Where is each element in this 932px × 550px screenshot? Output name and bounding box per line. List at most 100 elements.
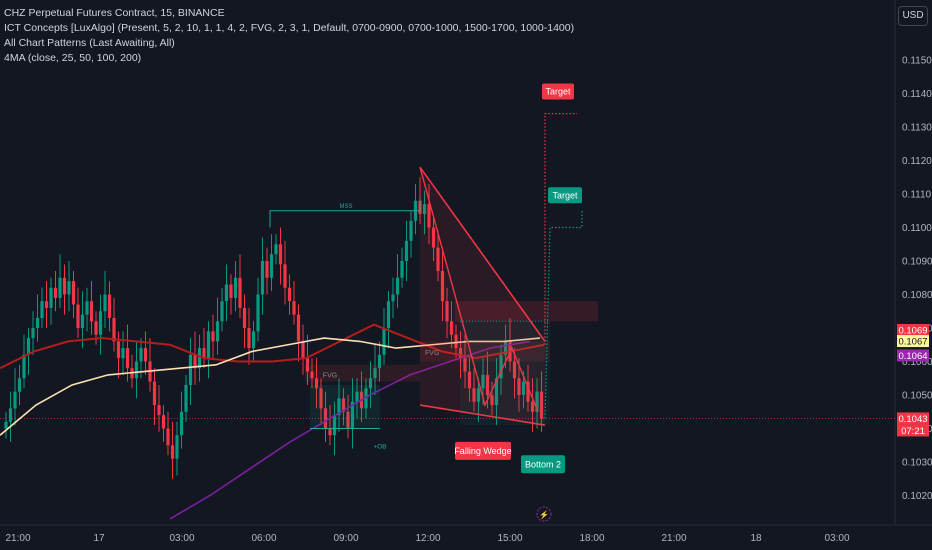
candle-body: [310, 371, 314, 379]
candle-body: [287, 287, 292, 302]
candle: [31, 311, 35, 355]
candle-body: [368, 378, 373, 389]
price-label-bg: [897, 412, 929, 425]
price-label: 0.1069: [897, 324, 929, 337]
candle-body: [229, 284, 233, 298]
candle-body: [98, 311, 103, 335]
candle-body: [220, 301, 224, 322]
candle: [260, 237, 265, 315]
candle-body: [71, 281, 76, 305]
candle: [391, 277, 395, 318]
candle: [103, 271, 107, 328]
target-teal-label: Target: [548, 187, 582, 204]
candle: [269, 234, 274, 292]
candle: [431, 217, 436, 261]
candle-body: [13, 391, 17, 409]
candle-body: [323, 408, 328, 429]
candle-body: [332, 415, 337, 436]
candle: [143, 331, 148, 375]
y-tick-label: 0.1030: [902, 458, 932, 469]
indicator-chart-patterns[interactable]: All Chart Patterns (Last Awaiting, All): [4, 37, 175, 49]
candle: [413, 183, 418, 235]
candle: [188, 338, 193, 406]
candle: [386, 291, 391, 349]
candle: [422, 190, 427, 235]
candle: [427, 183, 431, 245]
price-label-text: 0.1043: [898, 414, 927, 425]
candle: [242, 294, 247, 349]
candle: [157, 384, 161, 432]
candle-body: [112, 317, 116, 342]
candle-body: [355, 391, 359, 402]
candle: [152, 368, 157, 426]
currency-button[interactable]: USD: [898, 6, 928, 26]
candle-body: [40, 301, 44, 318]
candle: [292, 281, 296, 325]
candle-body: [188, 354, 193, 385]
ma-100-line: [169, 340, 531, 520]
candle-body: [4, 421, 8, 429]
candle-body: [116, 341, 121, 359]
candle: [377, 341, 382, 382]
ob-box: [310, 384, 380, 429]
symbol-title[interactable]: CHZ Perpetual Futures Contract, 15, BINA…: [4, 7, 225, 19]
candle-body: [301, 341, 305, 359]
candle-body: [386, 301, 391, 328]
candle-body: [193, 354, 197, 369]
candle: [26, 328, 31, 375]
x-tick-label: 15:00: [497, 533, 522, 544]
candle: [274, 234, 278, 265]
x-tick-label: 21:00: [5, 533, 30, 544]
candle-body: [440, 271, 445, 302]
candle-body: [62, 277, 67, 295]
ma-50-line: [0, 337, 541, 436]
candle-body: [224, 284, 229, 302]
candle-body: [206, 331, 211, 359]
candle-body: [107, 294, 112, 318]
candle-body: [139, 348, 143, 362]
indicator-4ma[interactable]: 4MA (close, 25, 50, 100, 200): [4, 52, 142, 64]
candle: [112, 297, 116, 352]
candle: [454, 324, 458, 359]
candle: [449, 301, 454, 349]
candle: [202, 328, 206, 369]
target-teal-label-bg: [548, 187, 582, 204]
candle-body: [202, 348, 206, 359]
price-label: 0.1043: [897, 412, 929, 425]
candle-body: [197, 348, 202, 369]
candle-body: [256, 294, 260, 332]
candle-body: [211, 331, 215, 342]
candle-body: [346, 411, 350, 429]
candle-body: [472, 388, 476, 402]
mss-label: MSS: [339, 204, 352, 210]
candle: [224, 264, 229, 322]
target-red-path: [544, 112, 577, 345]
candle-body: [8, 408, 13, 422]
candle: [323, 391, 328, 442]
candle: [125, 324, 130, 382]
falling-wedge-label-text: Falling Wedge: [454, 446, 511, 456]
price-label-text: 07:21: [901, 426, 925, 437]
candle-body: [314, 378, 319, 389]
indicator-ict-concepts[interactable]: ICT Concepts [LuxAlgo] (Present, 5, 2, 1…: [4, 22, 575, 34]
candle: [98, 294, 103, 355]
candle-body: [503, 341, 508, 355]
candle-body: [35, 317, 40, 328]
price-label-text: 0.1069: [898, 326, 927, 337]
candle-body: [382, 328, 386, 355]
candle: [197, 334, 202, 382]
candle: [283, 240, 287, 305]
candle: [539, 371, 544, 432]
candle: [53, 271, 58, 312]
candle: [337, 378, 341, 432]
candle: [445, 287, 449, 339]
candle-body: [44, 301, 49, 308]
candle: [328, 405, 332, 446]
candle-body: [305, 358, 310, 372]
candle-body: [175, 435, 179, 459]
candle-body: [215, 321, 220, 342]
candle-body: [103, 294, 107, 312]
y-tick-label: 0.1120: [902, 156, 932, 167]
candle-body: [395, 277, 400, 295]
